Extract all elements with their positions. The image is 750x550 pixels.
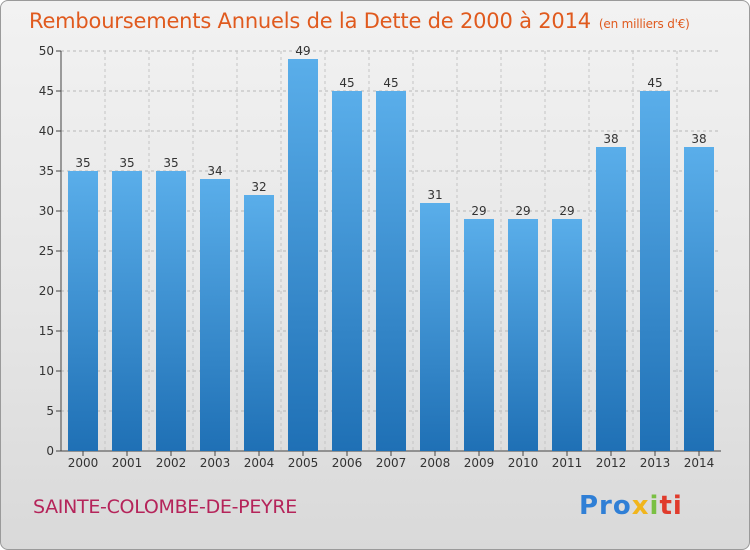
y-tick-label: 50 [39, 44, 54, 58]
value-label: 32 [251, 180, 266, 194]
value-label: 45 [647, 76, 662, 90]
y-tick-label: 0 [46, 444, 54, 458]
y-tick-label: 30 [39, 204, 54, 218]
y-tick-label: 5 [46, 404, 54, 418]
x-tick-label: 2011 [552, 456, 583, 470]
bar-2007 [376, 91, 406, 451]
bar-2010 [508, 219, 538, 451]
y-tick-label: 15 [39, 324, 54, 338]
value-label: 29 [515, 204, 530, 218]
y-tick-label: 20 [39, 284, 54, 298]
x-tick-label: 2009 [464, 456, 495, 470]
value-label: 45 [339, 76, 354, 90]
bar-2002 [156, 171, 186, 451]
value-label: 35 [163, 156, 178, 170]
bar-2008 [420, 203, 450, 451]
value-label: 35 [119, 156, 134, 170]
bar-2006 [332, 91, 362, 451]
x-tick-label: 2006 [332, 456, 363, 470]
x-tick-label: 2004 [244, 456, 275, 470]
proxiti-logo: Proxiti [579, 491, 683, 521]
bar-2012 [596, 147, 626, 451]
y-tick-label: 40 [39, 124, 54, 138]
value-label: 34 [207, 164, 222, 178]
y-tick-label: 35 [39, 164, 54, 178]
x-tick-label: 2007 [376, 456, 407, 470]
y-tick-label: 10 [39, 364, 54, 378]
bar-2005 [288, 59, 318, 451]
bar-2003 [200, 179, 230, 451]
x-tick-label: 2005 [288, 456, 319, 470]
bar-2013 [640, 91, 670, 451]
value-label: 45 [383, 76, 398, 90]
x-tick-label: 2008 [420, 456, 451, 470]
value-label: 29 [559, 204, 574, 218]
chart-title-text: Remboursements Annuels de la Dette de 20… [29, 9, 591, 33]
label-layer: 35 2000 35 2001 35 2002 34 2003 32 2004 49 2005 45 20… [68, 44, 715, 470]
x-tick-label: 2010 [508, 456, 539, 470]
x-tick-label: 2013 [640, 456, 671, 470]
value-label: 29 [471, 204, 486, 218]
bar-2014 [684, 147, 714, 451]
value-label: 31 [427, 188, 442, 202]
chart-title: Remboursements Annuels de la Dette de 20… [29, 9, 690, 33]
y-tick-label: 45 [39, 84, 54, 98]
value-label: 38 [691, 132, 706, 146]
bar-2004 [244, 195, 274, 451]
x-tick-label: 2001 [112, 456, 143, 470]
value-label: 49 [295, 44, 310, 58]
y-tick-label: 25 [39, 244, 54, 258]
bar-2000 [68, 171, 98, 451]
x-tick-label: 2000 [68, 456, 99, 470]
bar-layer [68, 59, 714, 451]
bar-2001 [112, 171, 142, 451]
x-tick-label: 2014 [684, 456, 715, 470]
x-tick-label: 2012 [596, 456, 627, 470]
x-tick-label: 2003 [200, 456, 231, 470]
value-label: 38 [603, 132, 618, 146]
bar-2009 [464, 219, 494, 451]
value-label: 35 [75, 156, 90, 170]
x-tick-label: 2002 [156, 456, 187, 470]
bar-2011 [552, 219, 582, 451]
commune-name: SAINTE-COLOMBE-DE-PEYRE [33, 496, 297, 518]
unit-label: (en milliers d'€) [598, 17, 690, 31]
